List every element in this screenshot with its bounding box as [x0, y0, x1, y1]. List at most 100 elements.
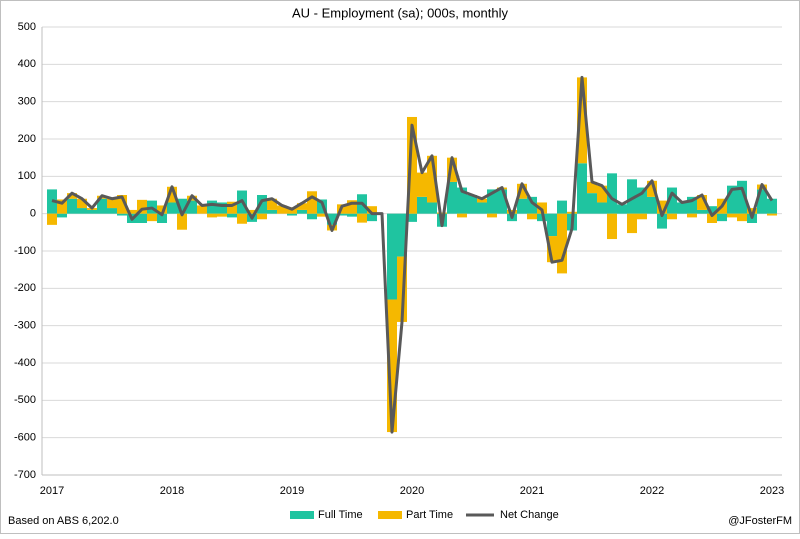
- bar: [97, 198, 107, 214]
- bar: [137, 199, 147, 214]
- y-tick-label: -700: [14, 469, 36, 481]
- bar: [197, 205, 207, 214]
- bar: [647, 180, 657, 197]
- bar: [667, 213, 677, 220]
- bar: [557, 213, 567, 274]
- y-tick-label: 200: [18, 133, 36, 145]
- bar: [407, 213, 417, 222]
- bar: [117, 213, 127, 216]
- bar: [737, 213, 747, 222]
- bar: [247, 209, 257, 214]
- bar: [367, 213, 377, 222]
- bar: [287, 213, 297, 216]
- y-tick-label: -300: [14, 320, 36, 332]
- bar: [237, 213, 247, 224]
- bar: [387, 299, 397, 433]
- bar: [267, 198, 277, 210]
- y-tick-label: -400: [14, 357, 36, 369]
- bar: [517, 198, 527, 214]
- bar: [77, 198, 87, 209]
- bar: [697, 195, 707, 210]
- bar: [87, 209, 97, 214]
- bar: [337, 213, 347, 216]
- legend-swatch: [290, 511, 314, 519]
- x-tick-label: 2017: [40, 485, 64, 497]
- bar: [737, 180, 747, 214]
- bar: [597, 185, 607, 203]
- x-tick-label: 2022: [640, 485, 664, 497]
- bar: [437, 212, 447, 214]
- legend-label: Full Time: [318, 509, 363, 521]
- bar: [417, 196, 427, 214]
- x-tick-label: 2020: [400, 485, 424, 497]
- bar: [547, 236, 557, 263]
- bar: [627, 179, 637, 214]
- bar: [267, 209, 277, 214]
- y-tick-label: 400: [18, 58, 36, 70]
- bar: [447, 157, 457, 182]
- bar: [457, 213, 467, 218]
- bar: [347, 200, 357, 214]
- bar: [627, 213, 637, 234]
- bar: [157, 205, 167, 214]
- bar: [397, 256, 407, 322]
- bar: [647, 196, 657, 214]
- legend-swatch: [378, 511, 402, 519]
- bar: [357, 213, 367, 223]
- bar: [587, 193, 597, 214]
- line: [51, 75, 774, 434]
- bar: [617, 204, 627, 214]
- bar: [707, 206, 717, 214]
- bar: [477, 202, 487, 214]
- bar: [667, 187, 677, 214]
- bar: [257, 195, 267, 214]
- bar: [187, 200, 197, 214]
- legend-label: Net Change: [500, 509, 559, 521]
- y-tick-label: 500: [18, 21, 36, 33]
- y-tick-label: 0: [30, 208, 36, 220]
- bar: [427, 155, 437, 203]
- bar: [307, 213, 317, 220]
- x-tick-label: 2019: [280, 485, 304, 497]
- bar: [687, 213, 697, 218]
- bar: [207, 200, 217, 214]
- bar: [117, 195, 127, 214]
- bar: [757, 189, 767, 214]
- bar: [717, 213, 727, 222]
- author-note: @JFosterFM: [728, 515, 792, 527]
- bar: [577, 163, 587, 214]
- bar: [767, 198, 777, 214]
- y-tick-label: -600: [14, 432, 36, 444]
- bar: [167, 186, 177, 203]
- bar: [487, 189, 497, 214]
- bar: [167, 202, 177, 214]
- bar: [297, 203, 307, 210]
- bar: [227, 201, 237, 214]
- bar: [727, 213, 737, 218]
- bar: [517, 183, 527, 199]
- bar: [527, 196, 537, 214]
- bar: [607, 173, 617, 214]
- bar: [307, 191, 317, 214]
- bar: [177, 198, 187, 214]
- bar: [57, 199, 67, 214]
- bar: [637, 213, 647, 220]
- bar: [607, 213, 617, 240]
- x-tick-label: 2021: [520, 485, 544, 497]
- bar: [177, 213, 187, 230]
- bar: [127, 209, 137, 214]
- bar: [47, 213, 57, 225]
- bar: [507, 209, 517, 214]
- legend-label: Part Time: [406, 509, 453, 521]
- bar: [67, 193, 77, 199]
- bar: [577, 77, 587, 164]
- bar: [317, 213, 327, 217]
- bar: [407, 116, 417, 214]
- bar: [767, 213, 777, 216]
- bar: [497, 189, 507, 214]
- x-tick-label: 2023: [760, 485, 784, 497]
- bar: [277, 205, 287, 214]
- bar: [447, 181, 457, 214]
- bar: [107, 208, 117, 214]
- x-tick-label: 2018: [160, 485, 184, 497]
